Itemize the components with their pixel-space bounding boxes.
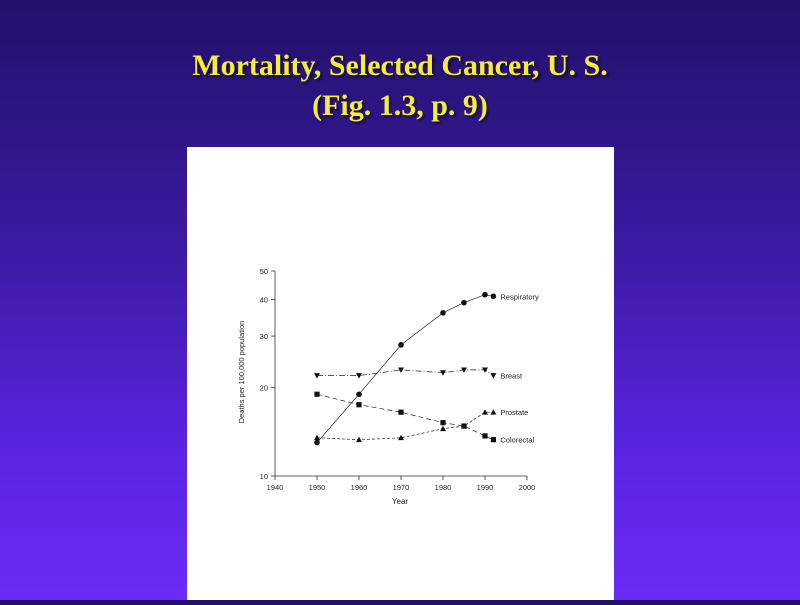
data-point (482, 433, 488, 439)
data-point (440, 370, 446, 376)
data-point (398, 409, 404, 415)
x-tick-label: 1940 (267, 483, 284, 492)
data-point (440, 420, 446, 426)
series-line-prostate (316, 411, 494, 441)
series-label-breast: Breast (500, 372, 523, 381)
series-colorectal: Colorectal (314, 391, 534, 445)
data-point (314, 373, 320, 379)
data-point (314, 434, 320, 441)
chart-series: Respiratory Breast Prostate Colorectal (314, 291, 539, 446)
series-label-prostate: Prostate (500, 408, 528, 417)
x-tick-label: 1970 (393, 483, 410, 492)
data-point (398, 342, 404, 348)
series-label-respiratory: Respiratory (500, 292, 539, 301)
data-point (482, 291, 488, 298)
data-point (482, 409, 488, 415)
mortality-line-chart: 10 20 30 40 50 1940 1950 1960 1970 1980 1990 2000 R… (237, 267, 539, 506)
y-tick-label: 40 (260, 295, 268, 304)
chart-axes: 10 20 30 40 50 1940 1950 1960 1970 1980 1990 2000 (260, 267, 536, 492)
y-tick-label: 10 (260, 472, 268, 481)
data-point (398, 434, 404, 441)
x-tick-label: 1990 (477, 483, 494, 492)
data-point (356, 436, 362, 443)
series-line-breast (317, 369, 494, 376)
slide-title: Mortality, Selected Cancer, U. S. (Fig. … (0, 46, 800, 126)
data-point (482, 367, 488, 373)
data-point (356, 373, 362, 379)
series-line-respiratory (316, 294, 494, 443)
data-point (356, 402, 362, 408)
data-point (440, 425, 446, 432)
x-axis-label: Year (392, 497, 409, 506)
x-tick-label: 1950 (309, 483, 326, 492)
data-point (356, 391, 362, 398)
x-tick-label: 1960 (351, 483, 368, 492)
data-point (461, 299, 467, 306)
slide-title-line-1: Mortality, Selected Cancer, U. S. (192, 49, 608, 82)
series-respiratory: Respiratory (314, 291, 539, 446)
y-axis-label: Deaths per 100,000 population (237, 321, 246, 424)
series-prostate: Prostate (314, 408, 528, 443)
y-tick-label: 50 (260, 267, 268, 276)
series-breast: Breast (314, 367, 523, 381)
data-point (398, 367, 404, 373)
series-label-colorectal: Colorectal (500, 436, 534, 445)
data-point (461, 423, 467, 429)
x-tick-label: 2000 (519, 483, 536, 492)
data-point (314, 439, 320, 446)
data-point (490, 373, 497, 379)
figure-panel: 10 20 30 40 50 1940 1950 1960 1970 1980 1990 2000 R… (187, 147, 614, 600)
slide-title-line-2: (Fig. 1.3, p. 9) (312, 89, 488, 122)
y-tick-label: 30 (260, 332, 268, 341)
data-point (461, 367, 467, 373)
data-point (490, 437, 496, 443)
data-point (490, 293, 497, 300)
series-line-colorectal (316, 393, 494, 441)
x-tick-label: 1980 (435, 483, 452, 492)
data-point (314, 391, 320, 397)
data-point (490, 409, 497, 415)
y-tick-label: 20 (260, 384, 268, 393)
data-point (440, 310, 446, 316)
